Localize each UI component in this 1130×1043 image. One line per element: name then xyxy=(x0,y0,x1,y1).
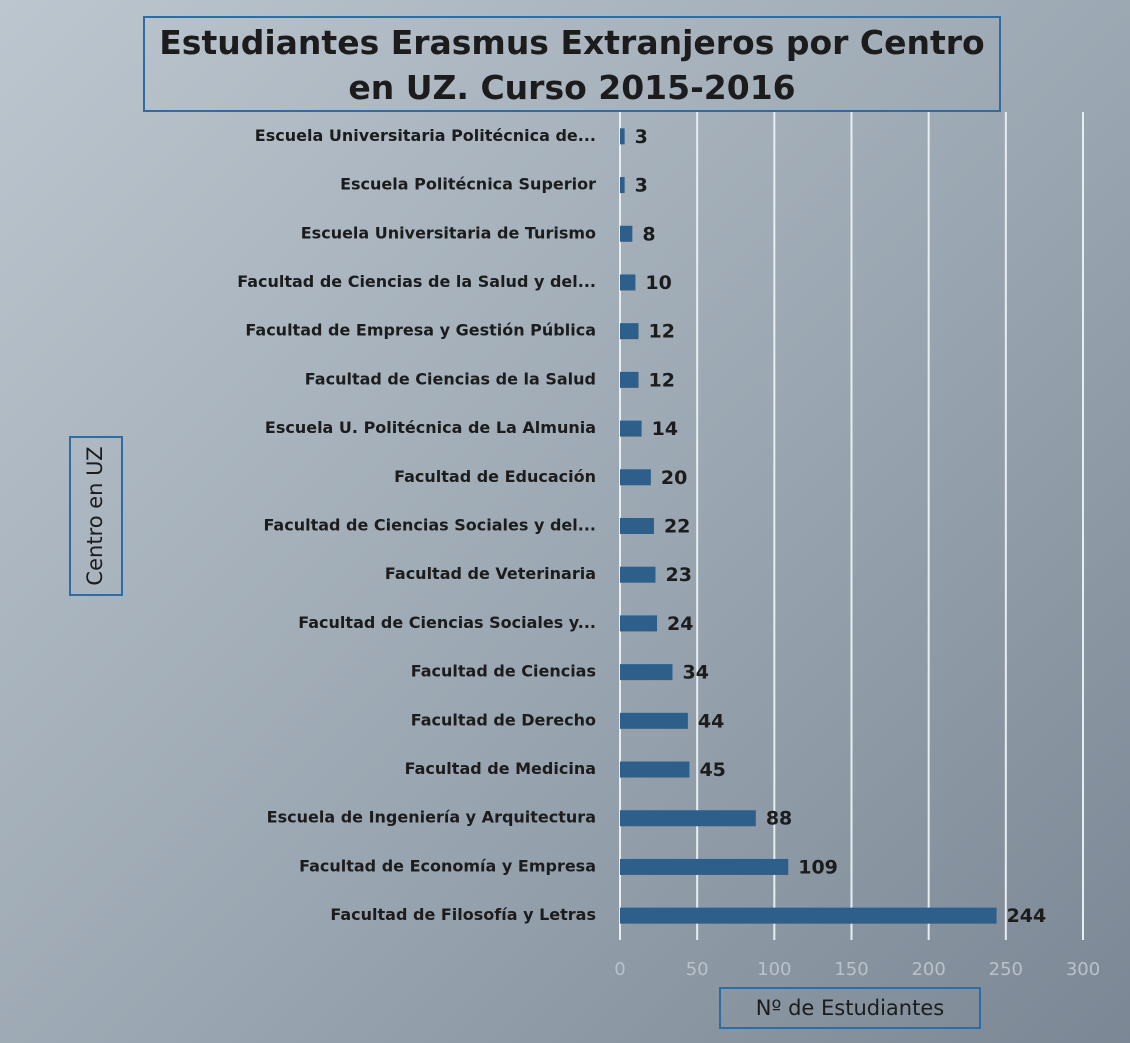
value-label: 3 xyxy=(635,175,648,197)
x-tick-label: 200 xyxy=(911,959,945,980)
x-label-box xyxy=(719,987,981,1029)
y-tick-label: Facultad de Ciencias xyxy=(411,662,596,681)
y-tick-label: Facultad de Medicina xyxy=(405,759,596,778)
bar xyxy=(620,615,658,632)
x-tick-label: 300 xyxy=(1066,959,1100,980)
y-tick-label: Facultad de Derecho xyxy=(411,710,596,729)
bar xyxy=(620,323,639,340)
x-tick-label: 100 xyxy=(757,959,791,980)
bar xyxy=(620,712,688,729)
y-tick-label: Escuela de Ingeniería y Arquitectura xyxy=(267,808,596,827)
y-tick-label: Escuela Politécnica Superior xyxy=(340,175,596,194)
x-tick-label: 0 xyxy=(614,959,625,980)
bar xyxy=(620,761,690,778)
y-tick-label: Facultad de Economía y Empresa xyxy=(299,856,596,875)
value-label: 22 xyxy=(664,516,690,538)
value-label: 3 xyxy=(635,126,648,148)
y-tick-label: Facultad de Ciencias de la Salud xyxy=(305,369,596,388)
value-label: 12 xyxy=(649,321,675,343)
x-axis-label: Nº de Estudiantes xyxy=(756,996,944,1020)
y-axis-label: Centro en UZ xyxy=(83,446,107,585)
value-label: 14 xyxy=(652,418,678,440)
bar xyxy=(620,371,639,388)
x-tick-label: 250 xyxy=(989,959,1023,980)
bar xyxy=(620,858,789,875)
x-tick-label: 50 xyxy=(686,959,709,980)
bar xyxy=(620,469,651,486)
y-tick-label: Escuela Universitaria de Turismo xyxy=(301,223,596,242)
x-tick-label: 150 xyxy=(834,959,868,980)
y-tick-label: Facultad de Ciencias Sociales y del... xyxy=(263,516,596,535)
value-label: 23 xyxy=(665,564,691,586)
y-tick-label: Facultad de Veterinaria xyxy=(385,564,596,583)
bar xyxy=(620,907,997,924)
y-label-box xyxy=(69,436,123,596)
y-tick-label: Facultad de Filosofía y Letras xyxy=(330,905,596,924)
y-tick-label: Escuela U. Politécnica de La Almunia xyxy=(265,418,596,437)
y-tick-label: Escuela Universitaria Politécnica de... xyxy=(255,126,596,145)
bar xyxy=(620,274,636,291)
bar xyxy=(620,566,656,583)
chart-title: Estudiantes Erasmus Extranjeros por Cent… xyxy=(143,16,1001,112)
value-label: 34 xyxy=(682,662,708,684)
value-label: 12 xyxy=(649,369,675,391)
value-label: 109 xyxy=(798,856,838,878)
value-label: 20 xyxy=(661,467,687,489)
value-label: 45 xyxy=(699,759,725,781)
bar xyxy=(620,664,673,681)
y-tick-label: Facultad de Empresa y Gestión Pública xyxy=(245,321,596,340)
bar xyxy=(620,810,756,827)
value-label: 8 xyxy=(642,223,655,245)
y-tick-label: Facultad de Ciencias de la Salud y del..… xyxy=(237,272,596,291)
bar xyxy=(620,128,625,145)
value-label: 88 xyxy=(766,808,792,830)
value-label: 44 xyxy=(698,710,724,732)
bar xyxy=(620,420,642,437)
value-label: 244 xyxy=(1007,905,1047,927)
value-label: 10 xyxy=(645,272,671,294)
bar xyxy=(620,518,654,534)
y-tick-label: Facultad de Ciencias Sociales y... xyxy=(298,613,596,632)
bar xyxy=(620,177,625,194)
bar xyxy=(620,225,633,242)
y-tick-label: Facultad de Educación xyxy=(394,467,596,486)
value-label: 24 xyxy=(667,613,693,635)
